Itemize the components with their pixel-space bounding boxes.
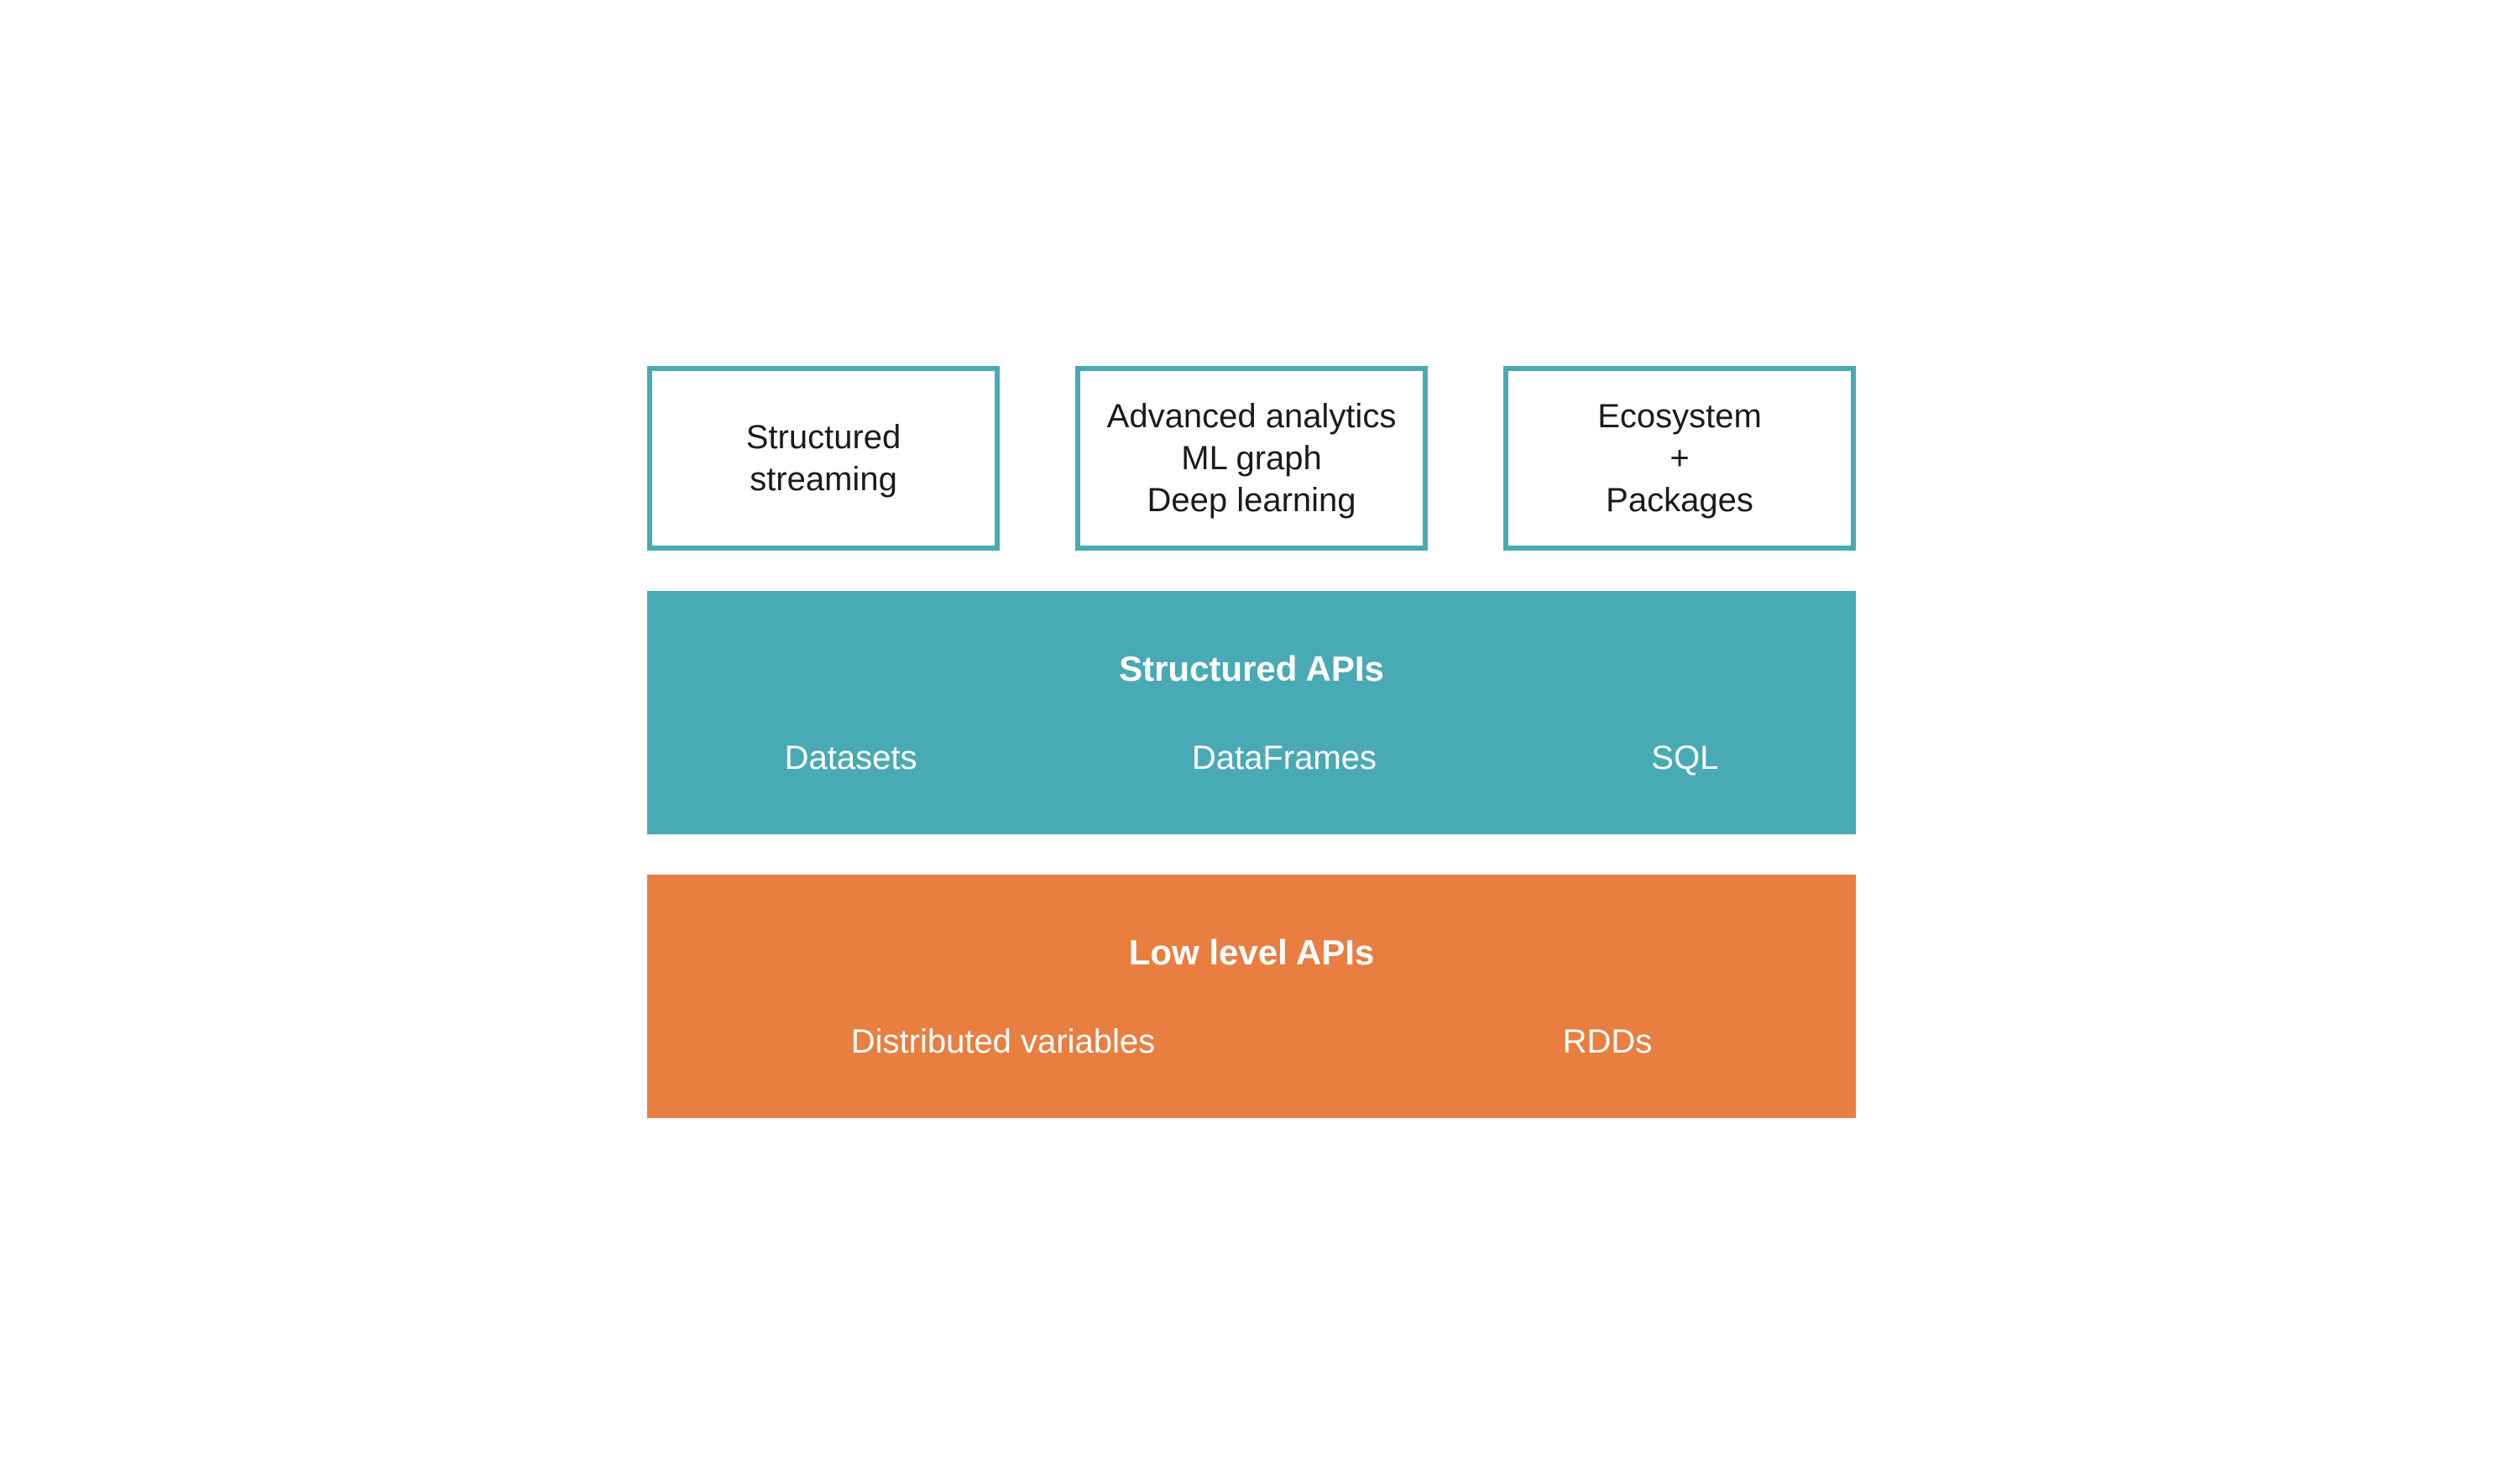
layer-title: Low level APIs [1129,933,1375,973]
top-box-line: Deep learning [1147,479,1356,521]
top-box-line: Structured [746,416,901,458]
top-box-analytics: Advanced analytics ML graph Deep learnin… [1075,366,1428,551]
spark-api-diagram: Structured streaming Advanced analytics … [647,366,1856,1118]
top-box-line: Advanced analytics [1107,395,1397,437]
layer-low-level-apis: Low level APIs Distributed variables RDD… [647,875,1856,1118]
top-box-ecosystem: Ecosystem + Packages [1503,366,1856,551]
top-box-line: Packages [1606,479,1753,521]
layer-item: Distributed variables [851,1023,1155,1061]
top-box-line: ML graph [1181,437,1322,479]
layer-structured-apis: Structured APIs Datasets DataFrames SQL [647,591,1856,834]
top-box-line: + [1670,437,1689,479]
top-box-streaming: Structured streaming [647,366,1000,551]
layer-items: Datasets DataFrames SQL [647,739,1856,777]
layer-item: SQL [1651,739,1718,777]
layer-item: RDDs [1563,1023,1653,1061]
layer-title: Structured APIs [1119,649,1384,689]
top-box-line: streaming [750,458,897,500]
layer-items: Distributed variables RDDs [647,1023,1856,1061]
top-row: Structured streaming Advanced analytics … [647,366,1856,551]
layer-item: Datasets [785,739,917,777]
top-box-line: Ecosystem [1597,395,1762,437]
layer-item: DataFrames [1192,739,1377,777]
